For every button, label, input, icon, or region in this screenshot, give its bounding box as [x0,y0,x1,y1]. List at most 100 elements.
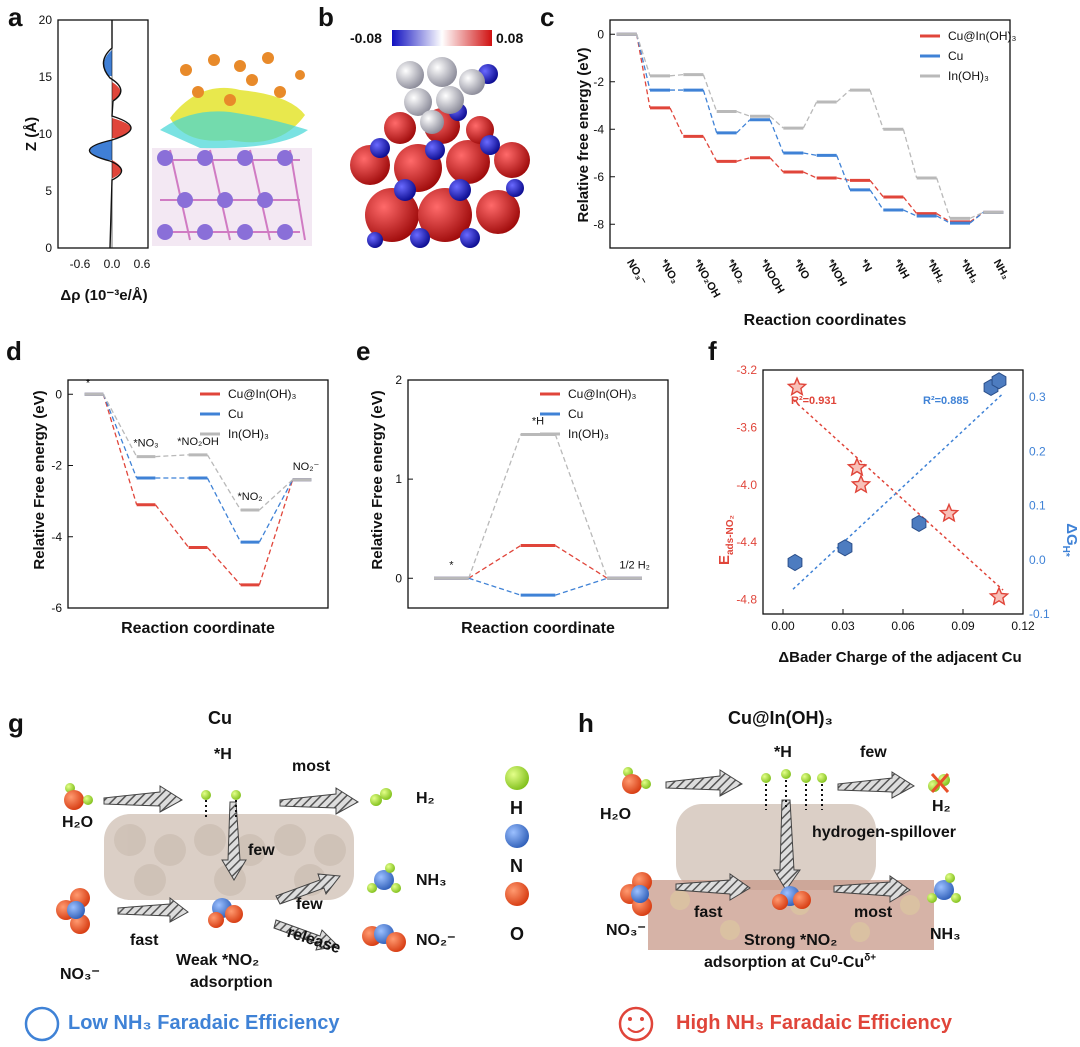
energy-connector [769,119,784,154]
panel-e-xlabel: Reaction coordinate [461,620,615,637]
legend-label: Cu [568,407,583,421]
h2-molecule [370,788,392,806]
legend-label: Cu@In(OH)₃ [568,387,637,401]
step-label: * [86,377,91,389]
panel-c-ylabel: Relative free energy (eV) [575,47,592,222]
panel-a-depletion-fill [90,50,112,160]
y-tick-label: -4 [51,530,62,544]
panel-g-no3m: NO₃⁻ [60,966,100,983]
legend-label: Cu [948,49,963,63]
panel-a-frame [57,19,149,249]
y-tick-label: -2 [51,459,62,473]
arrow-icon [279,787,359,815]
panel-h-fast: fast [694,904,723,921]
fit-line-dgh [792,392,1004,590]
x-tick-label: *NO₂ [724,258,747,286]
legend-label: Cu@In(OH)₃ [948,29,1017,43]
legend-label: In(OH)₃ [568,427,609,441]
energy-connector [554,544,608,579]
panel-g-title: Cu [208,708,232,728]
energy-connector [206,477,242,543]
data-point-eads [786,376,808,396]
x-tick-label: *N [857,258,874,275]
plot-frame [407,379,669,609]
panel-a-xtick: 0.0 [104,257,121,271]
low-efficiency-label: Low NH₃ Faradaic Efficiency [68,1012,340,1034]
energy-connector [869,189,884,211]
arrow-icon [103,785,183,813]
y-right-tick-label: 0.3 [1029,390,1046,404]
legend-n-label: N [510,856,523,876]
energy-connector [154,504,190,548]
panel-a-ytick: 0 [45,241,52,255]
panel-b-cluster [350,57,530,248]
panel-g-h2o: H₂O [62,814,94,831]
ammonia-molecule [927,873,961,903]
panel-c-xlabel: Reaction coordinates [744,312,907,329]
adsorbed-no2 [772,886,811,910]
x-tick-label: 0.12 [1011,619,1035,633]
panel-a-xtick: 0.6 [134,257,151,271]
arrow-icon [773,799,801,891]
energy-connector [869,179,884,198]
energy-connector [836,155,851,191]
panel-h-adsorption: adsorption at Cu⁰-Cuδ+ [704,952,877,971]
nitrite-molecule [362,924,406,952]
panel-c-chart: 0 -2 -4 -6 -8 NO₃⁻ *NO₃ *NO₂OH *NO₂ *NOOH *NO *NOH *… [575,19,1017,329]
panel-d-chart: 0 -2 -4 -6 * *NO₃ *NO₂OH *NO₂ NO₂⁻ Cu@In(OH)₃ Cu In… [31,377,329,637]
panel-h-h-label: *H [774,744,792,761]
panel-label-c: c [540,2,555,32]
panel-d-xlabel: Reaction coordinate [121,620,275,637]
legend-label: In(OH)₃ [228,427,269,441]
r2-label-eads: R²=0.931 [791,395,837,407]
y-left-tick-label: -4.0 [736,478,757,492]
energy-connector [736,110,751,117]
water-molecule [64,783,93,810]
energy-connector [669,73,684,77]
panel-b-colorbar-max: 0.08 [496,30,523,46]
energy-connector [803,152,817,157]
energy-connector [936,213,951,223]
panel-g-most: most [292,758,331,775]
panel-g-few1: few [248,842,275,859]
high-efficiency-label: High NH₃ Faradaic Efficiency [676,1012,952,1034]
x-tick-label: 0.03 [831,619,855,633]
plot-frame [67,379,329,609]
panel-h-spill: hydrogen-spillover [812,824,957,841]
step-label: *NO₂OH [177,436,219,448]
energy-connector [258,479,294,586]
arrow-icon [833,875,911,903]
nitrate-molecule [56,888,90,934]
legend-h-atom [505,766,529,790]
energy-connector [468,577,521,596]
arrow-icon [273,919,340,951]
panel-a-ytick: 20 [39,13,53,27]
panel-label-f: f [708,336,717,366]
energy-connector [468,434,522,579]
panel-label-a: a [8,2,23,32]
data-point-eads [846,456,868,477]
panel-h-most: most [854,904,893,921]
panel-a-xtick: -0.6 [70,257,91,271]
energy-connector [468,544,522,579]
energy-connector [936,177,951,219]
panel-g-h-label: *H [214,746,232,763]
panel-e-ylabel: Relative Free energy (eV) [369,390,386,569]
arrow-icon [837,771,915,799]
energy-connector [836,89,851,103]
x-tick-label: *NH₃ [957,258,980,286]
panel-a-slab-structure [152,52,312,246]
energy-connector [636,34,651,108]
energy-connector [102,394,138,479]
panel-g-h2: H₂ [416,790,435,807]
energy-connector [206,547,242,586]
y-left-tick-label: -3.6 [736,420,757,434]
panel-a-ytick: 5 [45,184,52,198]
step-label: *NO₂ [237,491,262,503]
panel-a-charge-density: 20 15 10 5 0 -0.6 0.0 0.6 Z (Å) Δρ (10⁻³… [23,13,312,304]
legend-h-label: H [510,798,523,818]
energy-connector [903,209,917,217]
panel-g-nh3: NH₃ [416,872,447,889]
x-tick-label: *NO [791,258,812,282]
energy-connector [803,171,817,179]
